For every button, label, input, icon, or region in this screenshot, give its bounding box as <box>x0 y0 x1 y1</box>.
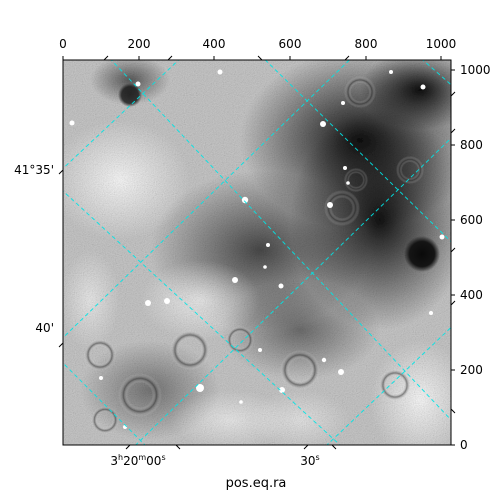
x-axis-title: pos.eq.ra <box>226 476 287 491</box>
dec-tick-40: 40' <box>35 321 54 335</box>
left-dec-axis: 41°35' 40' <box>14 163 64 348</box>
top-pixel-axis: 0 200 400 600 800 1000 <box>59 37 457 61</box>
sky-image <box>63 60 451 445</box>
coordinate-grid <box>63 60 451 445</box>
top-tick-0: 0 <box>59 37 67 51</box>
ra-tick-30s: 30s <box>300 453 319 468</box>
right-tick-400: 400 <box>460 288 483 302</box>
right-tick-200: 200 <box>460 363 483 377</box>
top-tick-400: 400 <box>203 37 226 51</box>
right-pixel-axis: 0 200 400 600 800 1000 <box>450 63 491 452</box>
top-tick-1000: 1000 <box>426 37 457 51</box>
plot-frame <box>62 59 452 446</box>
top-tick-800: 800 <box>355 37 378 51</box>
right-tick-800: 800 <box>460 138 483 152</box>
top-tick-200: 200 <box>128 37 151 51</box>
right-tick-1000: 1000 <box>460 63 491 77</box>
right-tick-0: 0 <box>460 438 468 452</box>
right-tick-600: 600 <box>460 213 483 227</box>
bottom-ra-axis: 3h20m00s 30s pos.eq.ra <box>110 444 337 491</box>
ra-tick-3h20m00s: 3h20m00s <box>110 453 165 468</box>
top-tick-600: 600 <box>279 37 302 51</box>
dec-tick-41-35: 41°35' <box>14 163 54 177</box>
